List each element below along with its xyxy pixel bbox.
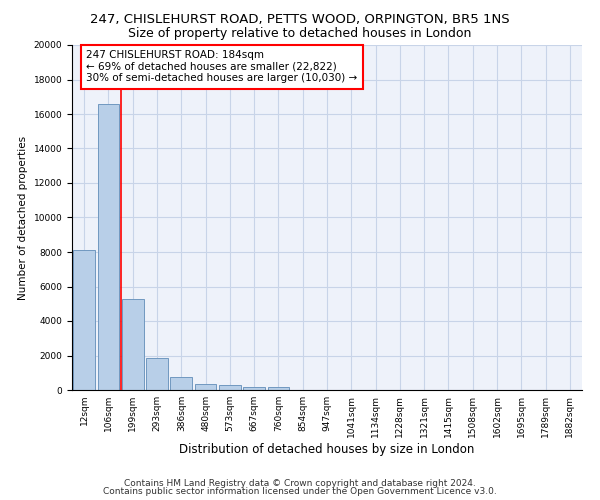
Text: 247 CHISLEHURST ROAD: 184sqm
← 69% of detached houses are smaller (22,822)
30% o: 247 CHISLEHURST ROAD: 184sqm ← 69% of de… <box>86 50 358 84</box>
X-axis label: Distribution of detached houses by size in London: Distribution of detached houses by size … <box>179 442 475 456</box>
Bar <box>97 104 119 390</box>
Bar <box>194 384 217 390</box>
Bar <box>146 358 168 390</box>
Text: Size of property relative to detached houses in London: Size of property relative to detached ho… <box>128 28 472 40</box>
Y-axis label: Number of detached properties: Number of detached properties <box>18 136 28 300</box>
Text: 247, CHISLEHURST ROAD, PETTS WOOD, ORPINGTON, BR5 1NS: 247, CHISLEHURST ROAD, PETTS WOOD, ORPIN… <box>90 12 510 26</box>
Bar <box>73 250 95 390</box>
Bar <box>122 298 143 390</box>
Bar <box>268 388 289 390</box>
Text: Contains HM Land Registry data © Crown copyright and database right 2024.: Contains HM Land Registry data © Crown c… <box>124 478 476 488</box>
Bar <box>243 386 265 390</box>
Bar <box>170 377 192 390</box>
Bar <box>219 385 241 390</box>
Text: Contains public sector information licensed under the Open Government Licence v3: Contains public sector information licen… <box>103 487 497 496</box>
